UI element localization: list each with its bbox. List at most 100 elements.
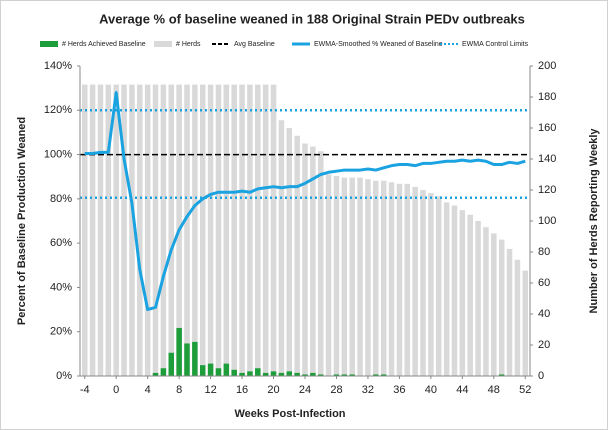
x-axis-label: Weeks Post-Infection xyxy=(234,408,345,420)
y-tick-label: 20% xyxy=(50,326,72,338)
bar xyxy=(239,372,245,376)
x-tick-label: 48 xyxy=(488,384,500,396)
legend-label: EWMA Control Limits xyxy=(462,41,529,48)
y-tick-label: 60% xyxy=(50,237,72,249)
bar xyxy=(270,371,277,376)
bar xyxy=(160,84,167,376)
bar xyxy=(105,84,112,376)
x-tick-label: 0 xyxy=(113,384,119,396)
bar xyxy=(278,372,285,376)
bar xyxy=(428,193,434,376)
bar xyxy=(129,84,135,376)
bar xyxy=(152,84,159,376)
bar xyxy=(192,341,198,376)
y2-tick-label: 20 xyxy=(538,339,550,351)
bar xyxy=(184,343,190,376)
x-tick-label: 8 xyxy=(176,384,182,396)
x-tick-label: 52 xyxy=(519,384,531,396)
bar xyxy=(247,371,253,376)
bar xyxy=(144,84,151,376)
bar xyxy=(459,210,466,376)
x-tick-label: 40 xyxy=(425,384,437,396)
bar xyxy=(467,214,473,376)
bar xyxy=(199,84,206,376)
bar xyxy=(97,84,104,376)
bar xyxy=(349,374,355,376)
bar xyxy=(121,84,127,376)
bar xyxy=(294,135,300,376)
bar xyxy=(514,259,521,376)
bar xyxy=(215,368,222,376)
bar xyxy=(278,120,285,376)
bar xyxy=(333,176,340,376)
legend-label: Avg Baseline xyxy=(234,41,275,48)
bar xyxy=(380,374,387,376)
legend-label: # Herds xyxy=(176,41,201,48)
bar xyxy=(207,363,214,376)
bar xyxy=(341,374,348,376)
bar xyxy=(310,372,316,376)
bar xyxy=(81,84,88,376)
bar xyxy=(215,84,222,376)
x-tick-label: 4 xyxy=(145,384,151,396)
bar xyxy=(302,143,308,376)
y2-tick-label: 100 xyxy=(538,215,556,227)
y-axis-label: Percent of Baseline Production Weaned xyxy=(16,117,28,325)
bar xyxy=(262,372,269,376)
x-tick-label: 36 xyxy=(393,384,405,396)
x-tick-label: -4 xyxy=(80,384,90,396)
bar xyxy=(380,180,387,376)
legend-label: # Herds Achieved Baseline xyxy=(62,41,146,48)
y-tick-label: 140% xyxy=(44,60,72,72)
bar xyxy=(443,202,450,376)
bar xyxy=(152,372,159,376)
bar xyxy=(247,84,253,376)
bar xyxy=(231,369,237,376)
bar xyxy=(270,84,277,376)
bar xyxy=(333,374,340,376)
bar xyxy=(207,84,214,376)
bar xyxy=(113,84,119,376)
y2-tick-label: 40 xyxy=(538,308,550,320)
bar xyxy=(192,84,198,376)
bar xyxy=(396,183,403,376)
y2-tick-label: 60 xyxy=(538,277,550,289)
bar xyxy=(373,180,379,376)
bar xyxy=(160,368,167,376)
legend-swatch xyxy=(40,41,58,47)
x-tick-label: 32 xyxy=(362,384,374,396)
y-tick-label: 0% xyxy=(56,370,72,382)
y2-tick-label: 160 xyxy=(538,122,556,134)
y2-axis-label: Number of Herds Reporting Weekly xyxy=(588,128,600,314)
bar xyxy=(483,227,489,376)
bar xyxy=(255,84,261,376)
bar xyxy=(239,84,245,376)
bar xyxy=(286,128,293,376)
bar xyxy=(404,183,411,376)
bar xyxy=(294,372,300,376)
y2-tick-label: 200 xyxy=(538,60,556,72)
bar xyxy=(317,374,324,376)
bar xyxy=(168,352,175,376)
x-tick-label: 20 xyxy=(267,384,279,396)
legend-swatch xyxy=(154,41,172,47)
bar xyxy=(365,179,371,376)
legend-label: EWMA-Smoothed % Weaned of Baseline xyxy=(314,41,443,48)
bar xyxy=(388,182,395,376)
bar xyxy=(475,221,481,376)
bar xyxy=(231,84,237,376)
bar xyxy=(262,84,269,376)
bar xyxy=(176,327,182,376)
bar xyxy=(373,374,379,376)
bar xyxy=(223,363,230,376)
bar xyxy=(420,190,426,376)
bar xyxy=(184,84,190,376)
y-tick-label: 120% xyxy=(44,104,72,116)
bar xyxy=(506,248,513,376)
x-tick-label: 44 xyxy=(456,384,468,396)
bar xyxy=(310,146,316,376)
y2-tick-label: 180 xyxy=(538,91,556,103)
chart-title: Average % of baseline weaned in 188 Orig… xyxy=(99,11,525,26)
bar xyxy=(89,84,96,376)
